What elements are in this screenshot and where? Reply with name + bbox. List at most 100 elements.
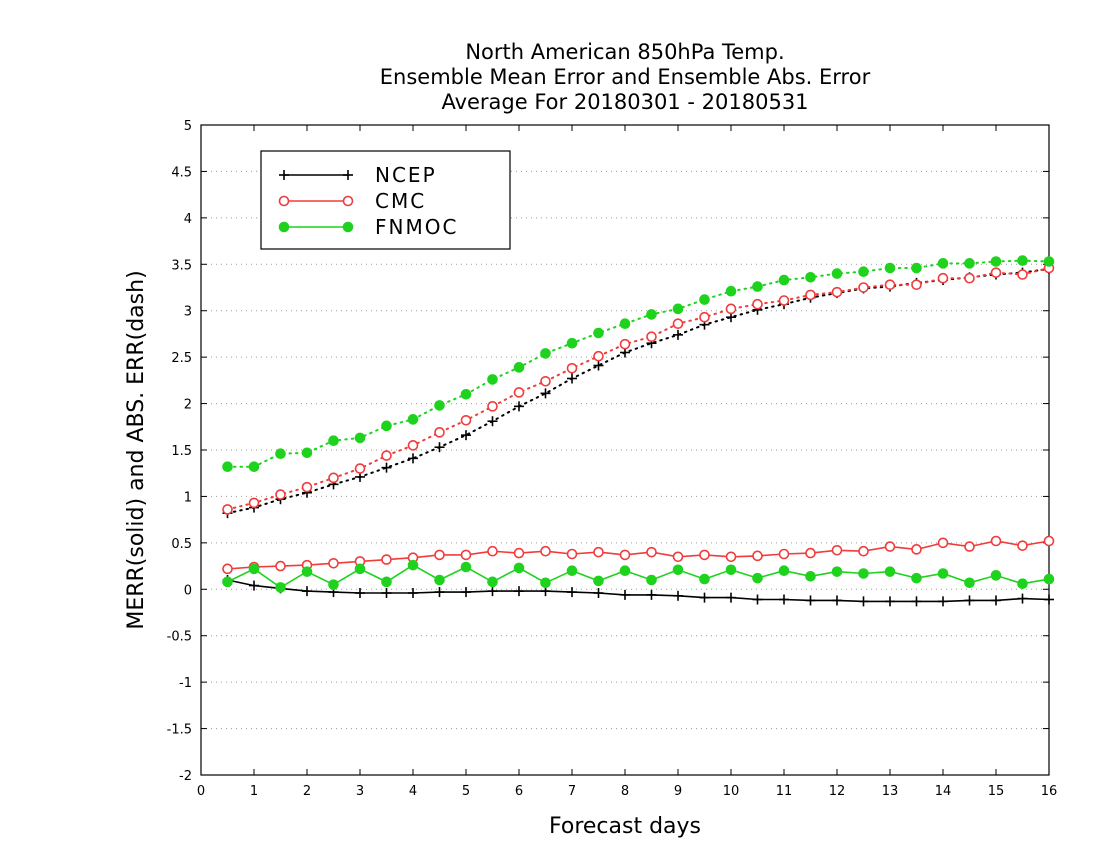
point-fnmoc-abs-err — [248, 461, 260, 473]
point-fnmoc-merr — [619, 565, 631, 577]
point-ncep-merr — [726, 592, 736, 603]
point-cmc-abs-err — [752, 298, 763, 310]
point-ncep-merr — [1044, 594, 1054, 605]
point-fnmoc-abs-err — [884, 262, 896, 274]
y-tick-label: 2 — [184, 398, 192, 413]
series-ncep-merr-line — [227, 579, 1050, 603]
y-tick-label: -1 — [179, 676, 192, 691]
x-tick-label: 16 — [1041, 784, 1058, 799]
point-cmc-abs-err — [725, 303, 737, 315]
series-layer — [222, 255, 1055, 607]
y-tick-label: 0 — [184, 583, 192, 598]
point-cmc-abs-err — [381, 450, 392, 461]
point-fnmoc-abs-err — [460, 388, 472, 400]
legend-box — [260, 150, 511, 250]
point-cmc-merr — [1043, 535, 1055, 547]
point-cmc-merr — [619, 549, 631, 561]
point-cmc-abs-err — [434, 427, 445, 438]
point-fnmoc-abs-err — [354, 432, 366, 444]
x-tick-label: 5 — [462, 784, 470, 799]
point-cmc-abs-err — [1017, 269, 1028, 280]
point-cmc-abs-err — [884, 279, 896, 291]
x-tick-label: 15 — [988, 784, 1005, 799]
x-tick-label: 13 — [882, 784, 899, 799]
point-fnmoc-abs-err — [805, 271, 816, 283]
point-ncep-abs-err — [673, 329, 683, 340]
series-fnmoc-merr-line — [227, 564, 1050, 589]
point-ncep-abs-err — [487, 416, 498, 427]
series-cmc — [222, 262, 1055, 575]
point-fnmoc-merr — [487, 576, 498, 588]
point-cmc-merr — [990, 535, 1002, 547]
x-tick-label: 10 — [723, 784, 740, 799]
point-fnmoc-abs-err — [858, 266, 869, 278]
point-ncep-merr — [646, 589, 657, 600]
point-fnmoc-abs-err — [725, 285, 737, 297]
point-fnmoc-abs-err — [407, 414, 419, 425]
chart-title: North American 850hPa Temp. Ensemble Mea… — [380, 40, 871, 114]
x-axis-tick-labels: 0 1 2 3 4 5 6 7 8 9 10 11 12 13 14 15 16 — [197, 784, 1057, 799]
series-cmc-abs-err-line — [226, 267, 1050, 511]
point-fnmoc-abs-err — [831, 268, 843, 279]
point-fnmoc-merr — [1043, 573, 1055, 585]
point-fnmoc-merr — [328, 579, 339, 590]
point-cmc-merr — [778, 548, 790, 560]
point-cmc-abs-err — [275, 489, 286, 500]
point-fnmoc-abs-err — [619, 318, 631, 330]
point-cmc-abs-err — [805, 289, 816, 301]
y-tick-label: 3 — [184, 305, 192, 320]
point-cmc-merr — [672, 551, 684, 563]
grid — [201, 170, 1049, 730]
point-fnmoc-merr — [460, 561, 472, 573]
point-fnmoc-merr — [990, 570, 1002, 581]
x-tick-label: 7 — [568, 784, 576, 799]
x-tick-label: 14 — [935, 784, 952, 799]
point-cmc-merr — [275, 560, 286, 572]
point-ncep-merr — [593, 588, 604, 598]
series-fnmoc — [222, 255, 1055, 593]
point-ncep-merr — [381, 588, 392, 598]
point-cmc-merr — [460, 549, 472, 561]
x-tick-label: 6 — [515, 784, 523, 799]
point-cmc-abs-err — [301, 481, 313, 493]
point-ncep-merr — [885, 596, 895, 607]
point-fnmoc-merr — [354, 563, 366, 575]
point-fnmoc-merr — [434, 574, 445, 586]
point-cmc-merr — [222, 563, 233, 575]
x-axis-title: Forecast days — [549, 814, 701, 839]
point-ncep-merr — [434, 587, 445, 598]
series-ncep-abs-err-line — [226, 267, 1050, 515]
point-cmc-abs-err — [460, 414, 472, 426]
legend-item-ncep: NCEP — [279, 163, 435, 187]
y-tick-label: 1.5 — [171, 444, 192, 459]
series-ncep — [222, 263, 1054, 607]
point-ncep-merr — [911, 596, 922, 607]
point-cmc-merr — [805, 547, 816, 559]
point-fnmoc-abs-err — [513, 362, 525, 373]
point-cmc-merr — [328, 557, 339, 569]
point-fnmoc-merr — [911, 572, 922, 584]
x-tick-label: 8 — [621, 784, 629, 799]
point-fnmoc-abs-err — [1017, 255, 1028, 266]
point-fnmoc-merr — [699, 573, 710, 585]
point-fnmoc-merr — [858, 568, 869, 579]
point-fnmoc-merr — [805, 570, 816, 582]
point-ncep-merr — [805, 595, 816, 606]
point-fnmoc-abs-err — [937, 258, 949, 269]
point-ncep-abs-err — [461, 430, 471, 441]
point-fnmoc-abs-err — [699, 294, 710, 305]
x-tick-label: 3 — [356, 784, 364, 799]
point-cmc-abs-err — [328, 472, 339, 484]
point-ncep-merr — [620, 589, 630, 600]
y-tick-label: 3.5 — [171, 258, 192, 273]
point-ncep-merr — [355, 588, 365, 598]
point-cmc-merr — [381, 554, 392, 565]
x-tick-label: 0 — [197, 784, 205, 799]
legend-item-cmc: CMC — [278, 189, 424, 213]
point-ncep-abs-err — [593, 360, 604, 371]
point-ncep-merr — [249, 580, 259, 591]
point-fnmoc-merr — [513, 562, 525, 574]
point-cmc-merr — [1017, 540, 1028, 551]
point-fnmoc-abs-err — [1043, 256, 1055, 267]
legend-marker — [342, 221, 354, 233]
